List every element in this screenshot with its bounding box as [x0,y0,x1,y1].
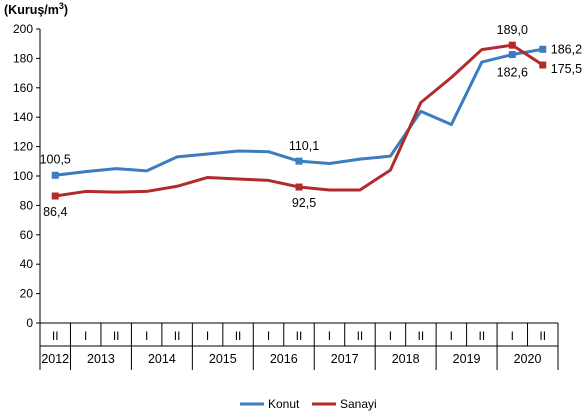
x-year-label: 2015 [209,352,237,366]
data-marker-konut [51,171,59,179]
x-year-label: 2020 [514,352,542,366]
x-axis-periods: II I II I II I II I II I II I II I II I II [39,323,559,346]
x-period-label: II [235,329,242,343]
x-axis-years: 2012 2013 2014 2015 2016 2017 2018 2019 2020 [39,346,559,370]
x-year-label: 2019 [453,352,481,366]
x-period-label: II [539,329,546,343]
y-tick-label: 120 [13,140,33,154]
y-tick-label: 200 [13,22,33,36]
x-period-label: I [450,329,453,343]
data-label-sanayi: 92,5 [292,196,316,210]
x-period-label: II [52,329,59,343]
unit-superscript: 3 [59,1,64,11]
data-label-sanayi: 175,5 [551,62,582,76]
y-tick-label: 60 [20,228,34,242]
y-axis-ticks: 0 20 40 60 80 100 120 140 160 180 200 [13,22,40,330]
data-marker-konut [539,45,547,53]
data-label-sanayi: 86,4 [43,205,67,219]
data-marker-sanayi [295,183,303,191]
x-year-label: 2017 [331,352,359,366]
y-tick-label: 0 [26,316,33,330]
y-tick-label: 140 [13,110,33,124]
data-label-konut: 110,1 [289,139,319,153]
series-line-sanayi [55,43,544,198]
data-marker-sanayi [539,61,547,69]
x-year-label: 2016 [270,352,298,366]
x-period-label: I [328,329,331,343]
x-period-label: II [296,329,303,343]
x-year-label: 2013 [87,352,115,366]
x-year-label: 2012 [41,352,69,366]
series-line-konut [55,47,544,177]
data-label-konut: 186,2 [551,42,582,56]
x-period-label: I [511,329,514,343]
x-period-label: II [478,329,485,343]
legend-label-sanayi: Sanayi [340,397,377,411]
x-period-label: I [84,329,87,343]
data-label-konut: 100,5 [40,152,71,166]
x-period-label: II [418,329,425,343]
unit-label: (Kuruş/m3) [4,1,68,17]
y-tick-label: 40 [20,257,34,271]
y-tick-label: 160 [13,81,33,95]
data-marker-konut [295,157,303,165]
x-period-label: I [145,329,148,343]
data-marker-sanayi [508,41,516,49]
y-tick-label: 100 [13,169,33,183]
x-period-label: I [206,329,209,343]
x-period-label: II [113,329,120,343]
unit-close: ) [64,3,68,17]
data-marker-sanayi [51,192,59,200]
data-label-sanayi: 189,0 [497,23,528,37]
y-tick-label: 80 [20,198,34,212]
x-period-label: I [389,329,392,343]
x-period-label: II [357,329,364,343]
data-label-konut: 182,6 [497,66,528,80]
series-lines [51,41,547,200]
data-labels: 100,5 110,1 182,6 186,2 86,4 92,5 189,0 175,5 [40,23,582,219]
y-tick-label: 20 [20,287,34,301]
x-year-label: 2014 [148,352,176,366]
legend-label-konut: Konut [268,397,300,411]
x-year-label: 2018 [392,352,420,366]
data-marker-konut [508,51,516,59]
x-period-label: I [267,329,270,343]
x-period-label: II [174,329,181,343]
y-tick-label: 180 [13,51,33,65]
legend: Konut Sanayi [240,397,377,411]
